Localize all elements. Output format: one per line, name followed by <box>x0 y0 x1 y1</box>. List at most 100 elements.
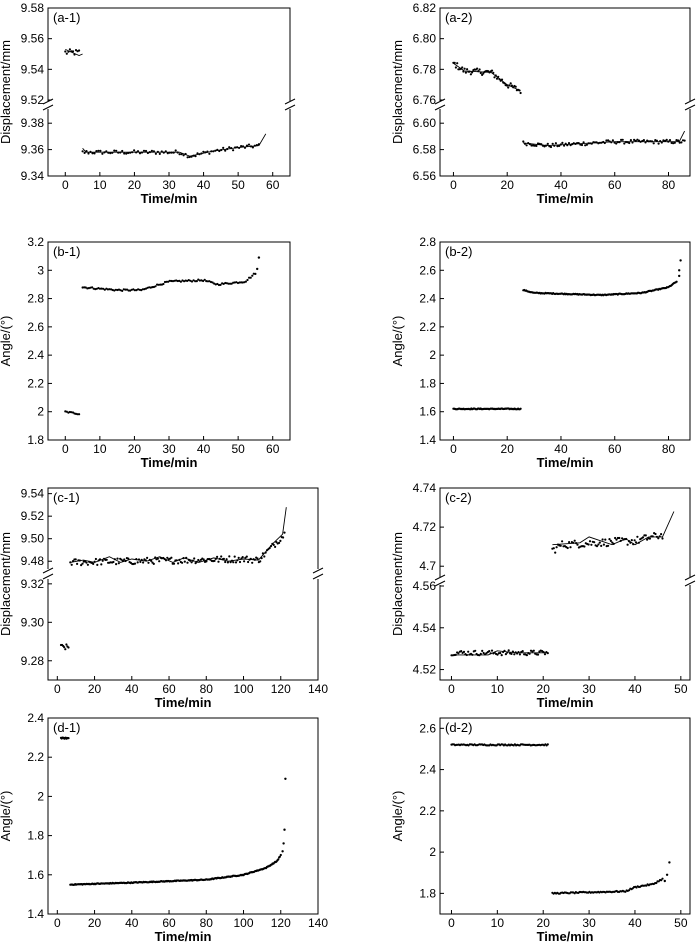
data-point <box>178 153 181 156</box>
data-point <box>679 259 682 262</box>
panel-label: (d-2) <box>445 720 472 735</box>
data-point <box>471 71 474 74</box>
data-point <box>277 858 280 861</box>
data-point <box>158 152 161 155</box>
x-tick-label: 140 <box>308 916 328 930</box>
data-point <box>507 649 510 652</box>
plot-frame <box>47 487 319 681</box>
data-point <box>150 559 153 563</box>
data-point <box>151 286 154 289</box>
data-point <box>683 139 686 142</box>
data-point <box>121 149 124 153</box>
x-tick-label: 40 <box>197 442 211 456</box>
data-point <box>499 651 502 655</box>
data-point <box>245 555 248 558</box>
y-tick-label: 9.28 <box>21 654 45 668</box>
data-point <box>159 283 162 286</box>
data-point <box>176 279 179 283</box>
data-point <box>190 561 193 564</box>
y-tick-label: 1.8 <box>27 829 44 843</box>
data-point <box>113 149 116 152</box>
data-point <box>663 879 666 883</box>
plot-frame <box>439 717 691 915</box>
data-point <box>476 67 479 70</box>
data-point <box>655 881 658 885</box>
data-point <box>457 652 460 655</box>
x-tick-label: 40 <box>125 682 139 696</box>
fit-line <box>451 650 548 656</box>
data-point <box>551 142 554 145</box>
data-point <box>454 66 457 69</box>
data-point <box>81 150 84 153</box>
x-tick-label: 100 <box>234 682 254 696</box>
data-point <box>115 563 118 566</box>
data-point <box>615 142 618 145</box>
axis-break-mark <box>434 574 446 581</box>
data-point <box>252 272 255 275</box>
data-point <box>607 139 610 142</box>
data-point <box>461 66 464 69</box>
data-point <box>665 138 668 141</box>
data-point <box>677 139 680 142</box>
axis-break-mark <box>684 98 696 105</box>
data-point <box>256 557 259 560</box>
data-point <box>462 650 466 654</box>
data-point <box>142 561 145 564</box>
data-point <box>225 558 228 561</box>
data-point <box>139 560 142 564</box>
data-point <box>597 543 600 546</box>
data-point <box>274 545 277 549</box>
data-point <box>227 282 230 285</box>
y-tick-label: 4.54 <box>413 621 437 635</box>
data-point <box>71 50 75 53</box>
data-point <box>197 278 200 281</box>
panel-c1: 0 20 40 60 80 100 120 140 Time/min 9.48 9.50 9.52 9.… <box>0 487 328 710</box>
axis-break-mark <box>42 104 54 111</box>
data-point <box>163 280 167 284</box>
data-point <box>197 558 200 562</box>
x-tick-label: 20 <box>128 442 142 456</box>
data-point <box>507 86 510 89</box>
y-tick-label: 1.8 <box>419 376 436 390</box>
y-tick-label: 9.38 <box>21 116 45 130</box>
x-axis-label: Time/min <box>537 455 594 470</box>
y-tick-label: 2.2 <box>419 320 436 334</box>
data-point <box>585 143 589 146</box>
data-point <box>80 564 83 567</box>
data-point <box>74 49 78 52</box>
y-tick-label: 4.56 <box>413 579 437 593</box>
x-tick-label: 80 <box>200 916 214 930</box>
data-point <box>193 557 196 560</box>
data-point <box>146 556 149 560</box>
data-point <box>590 543 593 546</box>
data-point <box>675 280 678 283</box>
data-point <box>554 142 558 145</box>
x-tick-label: 40 <box>197 178 211 192</box>
data-point <box>98 287 102 290</box>
x-tick-label: 100 <box>234 916 254 930</box>
x-tick-label: 20 <box>537 916 551 930</box>
data-point <box>186 561 189 564</box>
data-point <box>81 562 84 565</box>
data-point <box>611 541 614 544</box>
data-point <box>611 139 615 142</box>
data-point <box>238 281 241 284</box>
axis-break-mark <box>312 567 324 574</box>
y-tick-label: 6.58 <box>413 143 437 157</box>
data-point <box>490 69 494 72</box>
data-point <box>84 286 87 289</box>
data-point <box>582 141 585 144</box>
data-point <box>202 150 205 153</box>
data-point <box>247 143 251 146</box>
data-point <box>202 558 205 561</box>
data-point <box>601 538 604 541</box>
data-point <box>637 139 641 142</box>
data-point <box>92 562 95 566</box>
panel-label: (d-1) <box>53 720 80 735</box>
data-point <box>220 555 223 558</box>
data-point <box>467 650 470 653</box>
data-point <box>535 144 538 147</box>
data-point <box>179 280 182 283</box>
data-point <box>605 139 608 142</box>
data-point <box>609 539 613 543</box>
